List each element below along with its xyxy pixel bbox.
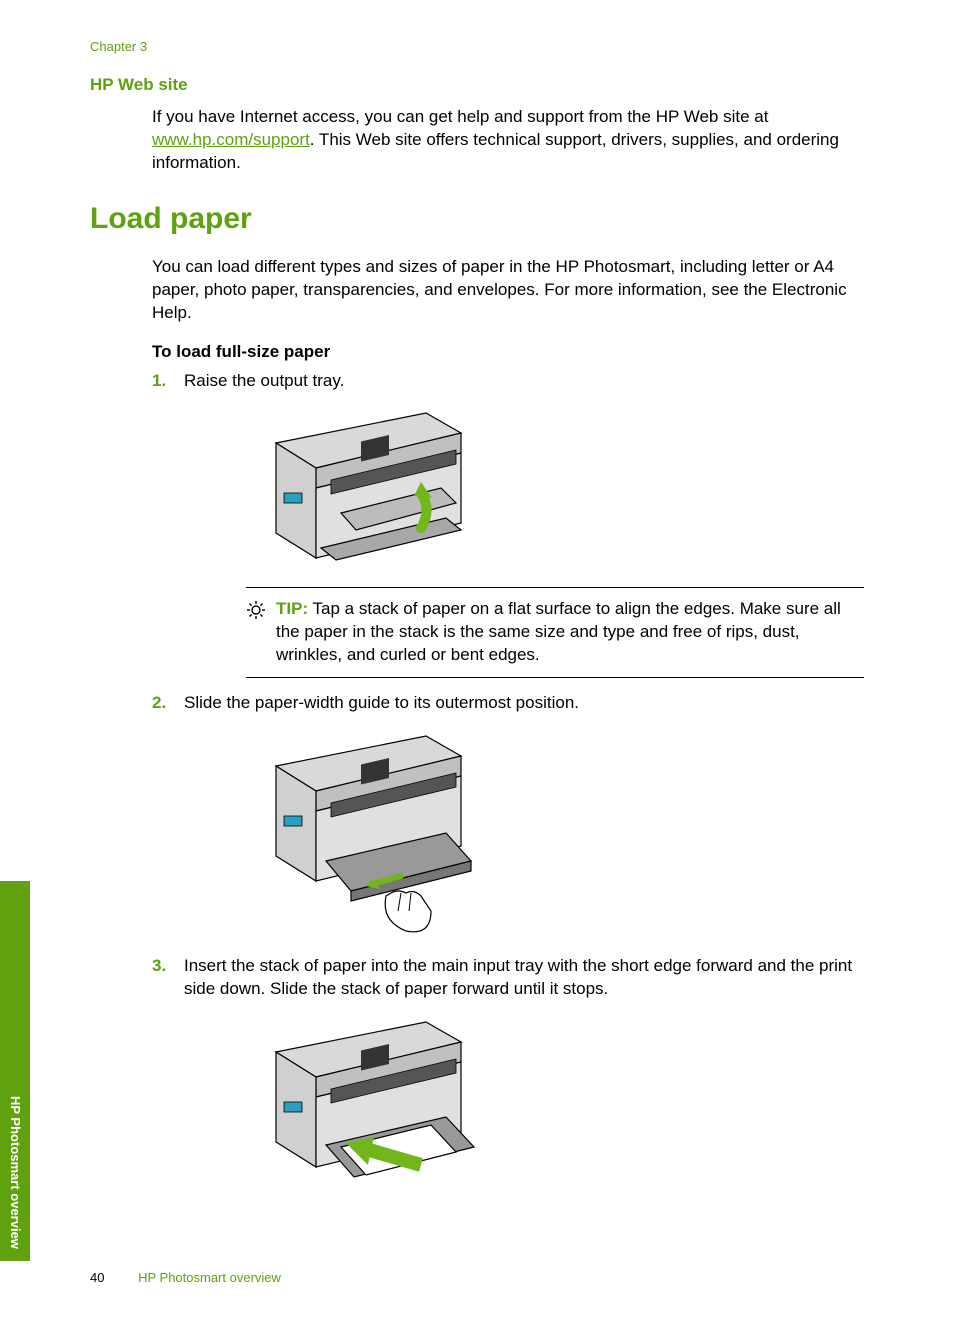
hp-support-link[interactable]: www.hp.com/support [152, 130, 310, 149]
tip-label: TIP: [276, 599, 308, 618]
step-3: 3. Insert the stack of paper into the ma… [152, 955, 864, 1001]
step-text: Insert the stack of paper into the main … [184, 955, 864, 1001]
document-page: Chapter 3 HP Web site If you have Intern… [0, 0, 954, 1271]
load-paper-intro: You can load different types and sizes o… [152, 256, 864, 325]
text-before-link: If you have Internet access, you can get… [152, 107, 768, 126]
load-paper-heading: Load paper [90, 199, 864, 240]
hp-website-paragraph: If you have Internet access, you can get… [152, 106, 864, 175]
step-number: 3. [152, 955, 184, 1001]
footer-text: HP Photosmart overview [138, 1270, 281, 1285]
figure-step-1 [246, 398, 864, 573]
chapter-label: Chapter 3 [90, 38, 864, 56]
step-text: Slide the paper-width guide to its outer… [184, 692, 864, 715]
side-tab: HP Photosmart overview [0, 881, 30, 1261]
printer-illustration-1-icon [246, 398, 486, 573]
step-number: 2. [152, 692, 184, 715]
to-load-subheading: To load full-size paper [152, 341, 864, 364]
figure-step-3 [246, 1007, 864, 1197]
page-footer: 40 HP Photosmart overview [90, 1269, 281, 1287]
tip-callout: TIP: Tap a stack of paper on a flat surf… [246, 587, 864, 678]
step-number: 1. [152, 370, 184, 393]
tip-body: TIP: Tap a stack of paper on a flat surf… [276, 598, 864, 667]
figure-step-2 [246, 721, 864, 941]
step-text: Raise the output tray. [184, 370, 864, 393]
step-1: 1. Raise the output tray. [152, 370, 864, 393]
tip-lightbulb-icon [246, 598, 268, 667]
page-number: 40 [90, 1270, 104, 1285]
hp-website-heading: HP Web site [90, 74, 864, 97]
printer-illustration-3-icon [246, 1007, 486, 1197]
steps-list: 1. Raise the output tray. [152, 370, 864, 1198]
printer-illustration-2-icon [246, 721, 486, 941]
step-2: 2. Slide the paper-width guide to its ou… [152, 692, 864, 715]
tip-text: Tap a stack of paper on a flat surface t… [276, 599, 841, 664]
